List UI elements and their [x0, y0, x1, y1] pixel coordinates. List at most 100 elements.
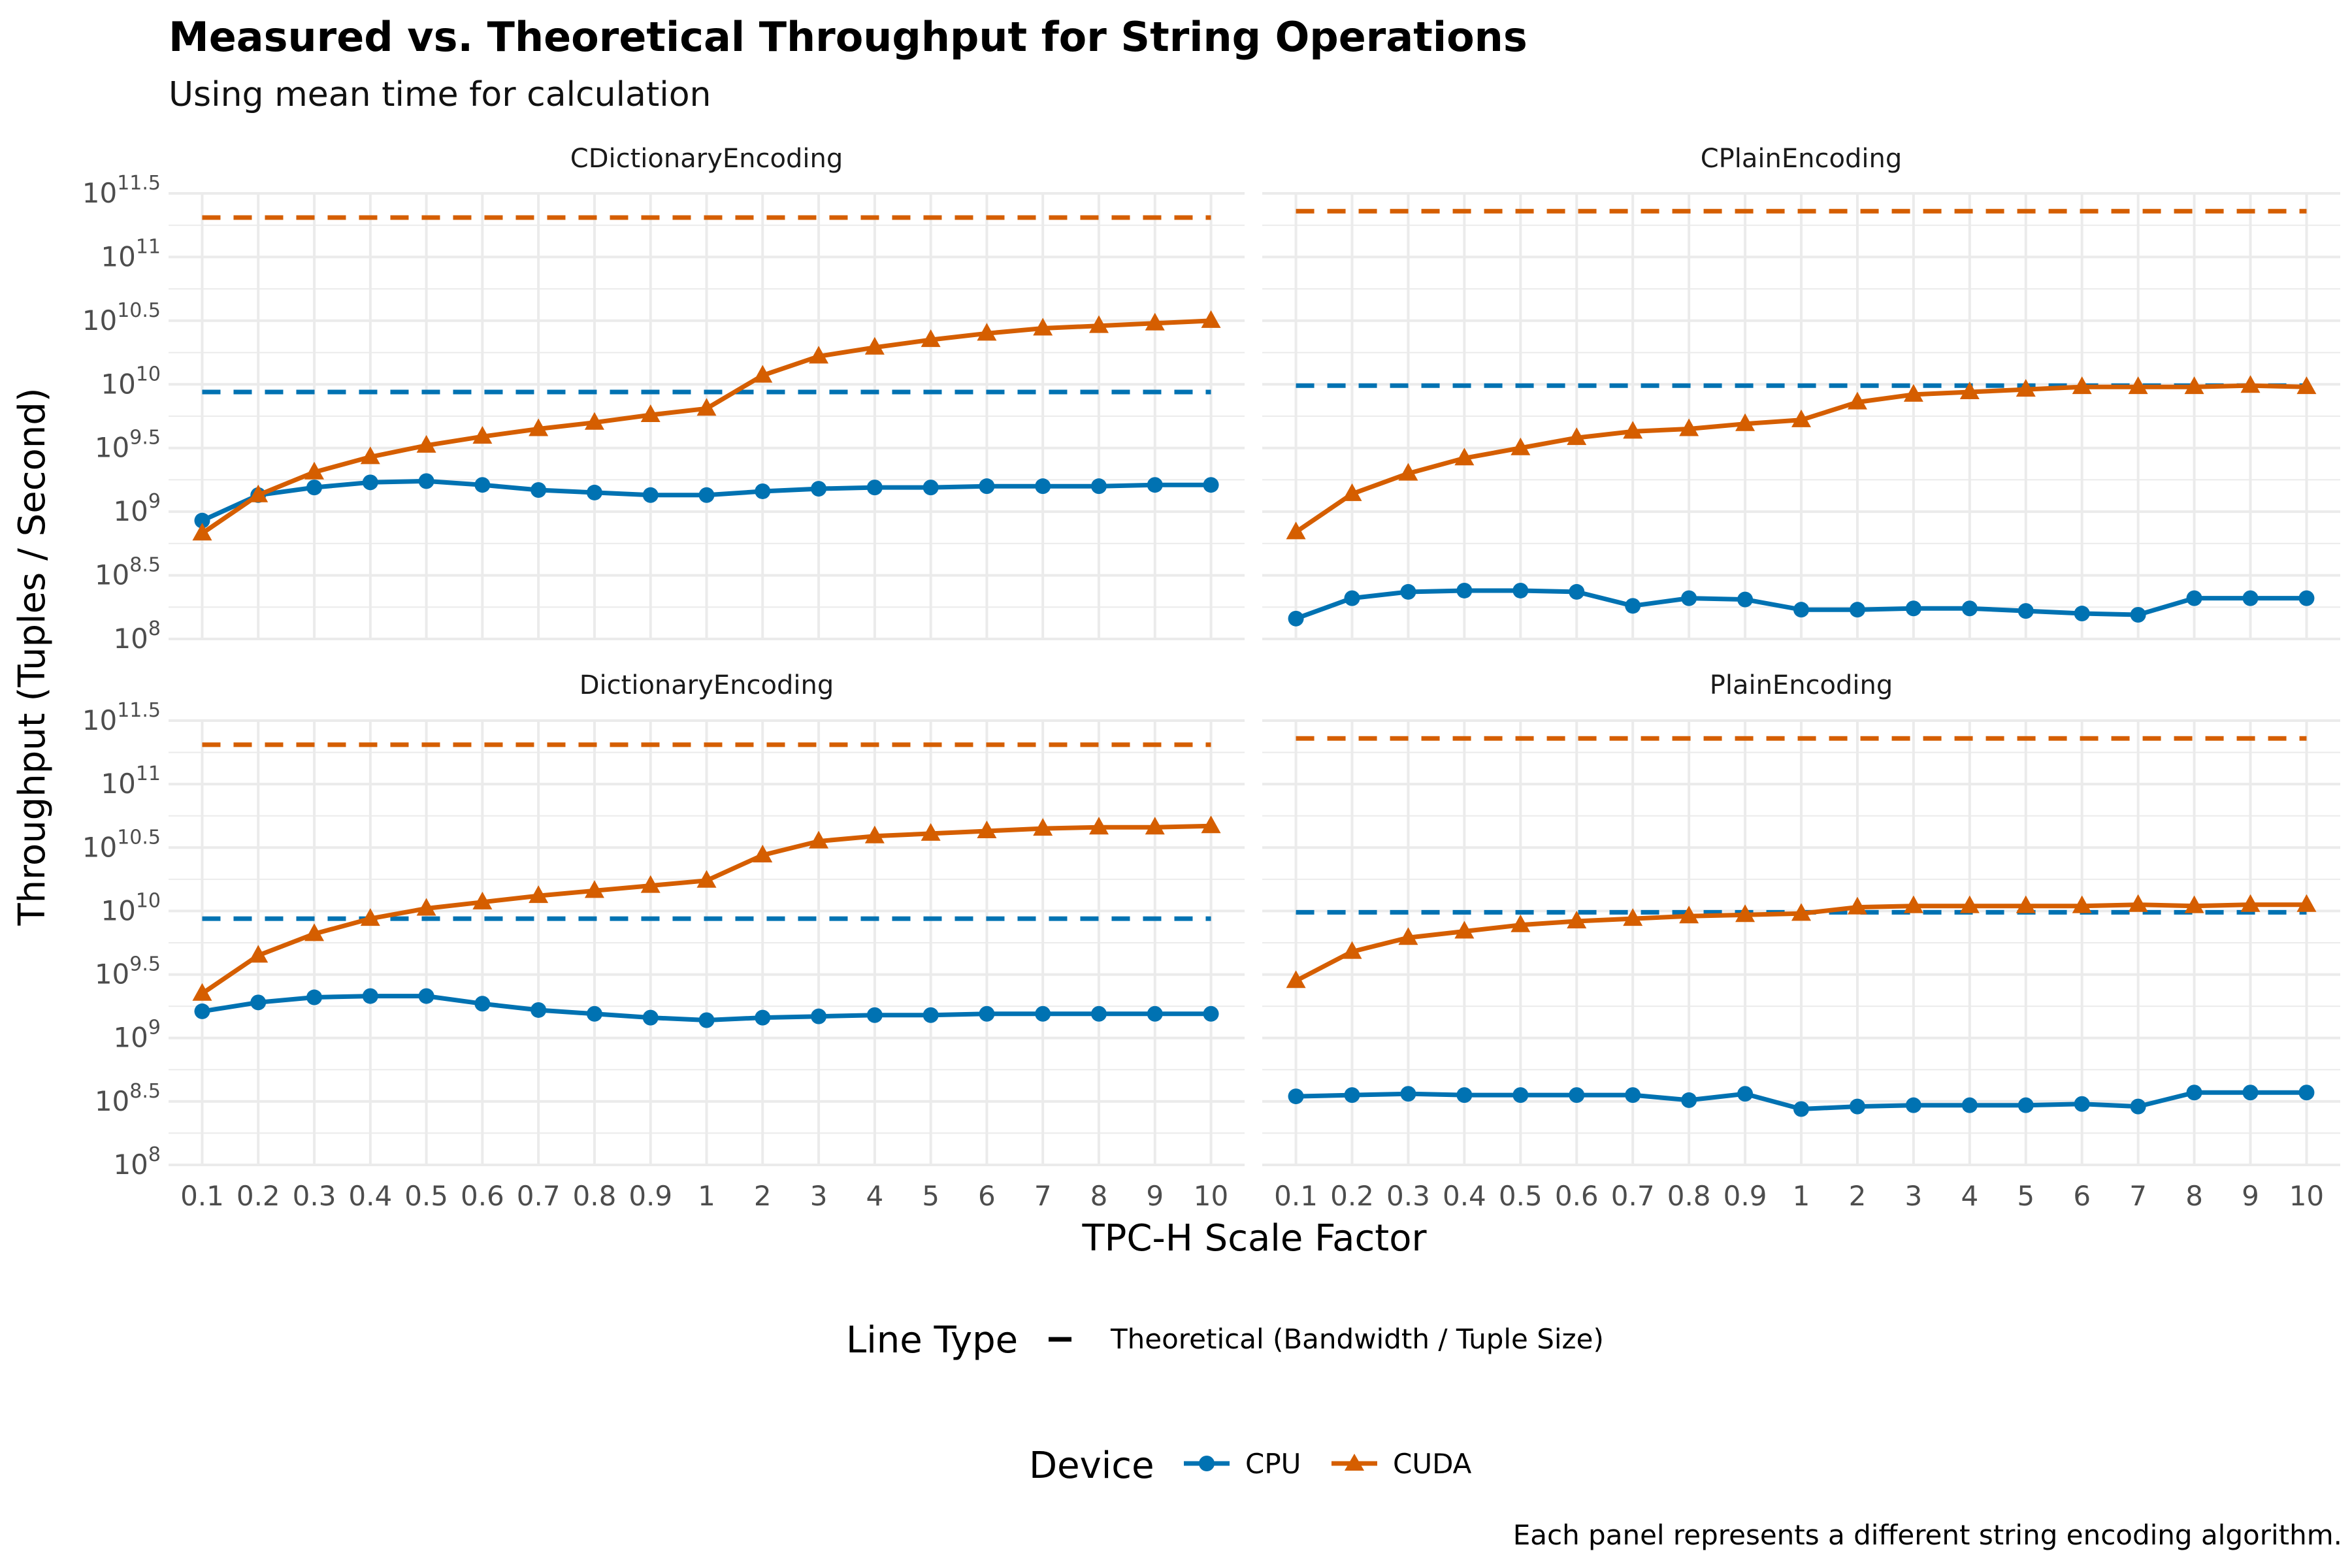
cuda-point: [753, 844, 773, 862]
x-tick-label: 9: [2242, 1180, 2259, 1212]
cuda-point: [1847, 896, 1867, 915]
cuda-point: [1342, 483, 1362, 501]
cuda-point: [2072, 376, 2092, 395]
cuda-point: [1791, 903, 1811, 921]
cuda-point: [1454, 448, 1475, 466]
panel-title: DictionaryEncoding: [580, 670, 834, 700]
cpu-point: [1681, 590, 1697, 606]
x-tick-label: 1: [698, 1180, 715, 1212]
cpu-point: [698, 487, 715, 503]
x-tick-label: 1: [1793, 1180, 1810, 1212]
legend-cpu-label: CPU: [1245, 1448, 1301, 1480]
cuda-point: [696, 870, 717, 888]
x-tick-label: 7: [2129, 1180, 2147, 1212]
x-tick-label: 0.5: [404, 1180, 448, 1212]
x-tick-label: 6: [2073, 1180, 2091, 1212]
cuda-point: [1623, 421, 1643, 439]
cuda-point: [1567, 427, 1587, 446]
cuda-point: [1791, 409, 1811, 427]
x-tick-label: 2: [754, 1180, 772, 1212]
cpu-point: [2186, 1085, 2202, 1101]
cpu-point: [1849, 1098, 1865, 1115]
x-tick-label: 0.9: [1723, 1180, 1767, 1212]
cpu-point: [642, 487, 659, 503]
x-tick-label: 0.3: [1386, 1180, 1430, 1212]
y-tick-label: 1010: [101, 363, 161, 400]
cuda-point: [248, 484, 269, 502]
cpu-point: [2074, 606, 2090, 622]
cuda-point: [864, 825, 885, 843]
legend-line-type: Line Type Theoretical (Bandwidth / Tuple…: [846, 1319, 1604, 1362]
cpu-point: [1905, 1097, 1921, 1113]
cuda-point: [2184, 895, 2204, 913]
cpu-point: [362, 474, 378, 491]
x-tick-label: 7: [1034, 1180, 1052, 1212]
y-tick-label: 109.5: [95, 427, 161, 464]
x-tick-label: 4: [1961, 1180, 1978, 1212]
cpu-point: [2242, 1085, 2259, 1101]
panel-title: CDictionaryEncoding: [570, 144, 843, 174]
y-tick-label: 109: [113, 490, 161, 527]
y-tick-label: 109.5: [95, 953, 161, 990]
panel-cdictionaryencoding: CDictionaryEncoding 108 108.5 109 109.5 1010 1…: [82, 144, 1245, 655]
cpu-point: [1681, 1092, 1697, 1108]
cuda-point: [1903, 895, 1923, 913]
x-tick-label: 0.1: [1274, 1180, 1318, 1212]
cpu-point: [586, 484, 602, 500]
cpu-point: [1288, 610, 1304, 627]
cuda-point: [529, 885, 549, 904]
x-tick-label: 8: [2185, 1180, 2203, 1212]
cuda-point: [360, 446, 380, 465]
cpu-point: [866, 480, 883, 496]
cpu-point: [755, 1009, 771, 1026]
cuda-point: [2016, 379, 2036, 397]
cuda-point: [584, 412, 604, 430]
cuda-point: [472, 426, 493, 444]
cuda-point: [360, 908, 380, 926]
cpu-point: [755, 483, 771, 499]
panel-title: PlainEncoding: [1710, 670, 1893, 700]
cuda-point: [1286, 970, 1306, 988]
x-tick-label: 5: [922, 1180, 939, 1212]
cuda-point: [2240, 894, 2261, 912]
legend-cuda-label: CUDA: [1393, 1448, 1472, 1480]
cuda-point: [529, 418, 549, 436]
x-tick-label: 0.9: [629, 1180, 672, 1212]
x-tick-label: 6: [978, 1180, 996, 1212]
cuda-point: [192, 983, 212, 1001]
cpu-point: [1961, 1097, 1978, 1113]
cuda-point: [1398, 927, 1418, 945]
cuda-point: [1286, 521, 1306, 540]
x-tick-label: 3: [1905, 1180, 1923, 1212]
cpu-point: [1569, 583, 1585, 600]
x-tick-label: 0.2: [1330, 1180, 1374, 1212]
cuda-point: [696, 398, 717, 416]
x-tick-label: 0.7: [1611, 1180, 1655, 1212]
cuda-point: [1145, 312, 1165, 331]
cuda-point: [2128, 376, 2148, 395]
chart-caption: Each panel represents a different string…: [1513, 1519, 2342, 1551]
cpu-point: [642, 1009, 659, 1026]
cpu-point: [1737, 591, 1754, 608]
y-tick-label: 1010: [101, 889, 161, 926]
x-tick-label: 0.5: [1499, 1180, 1543, 1212]
cuda-point: [1903, 384, 1923, 402]
cpu-point: [923, 480, 939, 496]
cuda-point: [864, 336, 885, 355]
cpu-point: [474, 996, 491, 1012]
cuda-point: [1088, 315, 1109, 333]
cpu-point: [2130, 1098, 2146, 1115]
cpu-point: [2017, 603, 2034, 619]
y-tick-label: 1010.5: [82, 299, 161, 336]
x-tick-label: 5: [2017, 1180, 2034, 1212]
cpu-point: [1147, 477, 1163, 493]
cuda-point: [640, 404, 661, 423]
cuda-point: [1088, 817, 1109, 835]
y-tick-label: 1011: [101, 235, 161, 272]
cuda-point: [1959, 381, 1980, 399]
cuda-point: [1033, 818, 1053, 836]
cuda-point: [977, 323, 997, 341]
cpu-point: [531, 482, 547, 498]
cuda-point: [1959, 895, 1980, 913]
